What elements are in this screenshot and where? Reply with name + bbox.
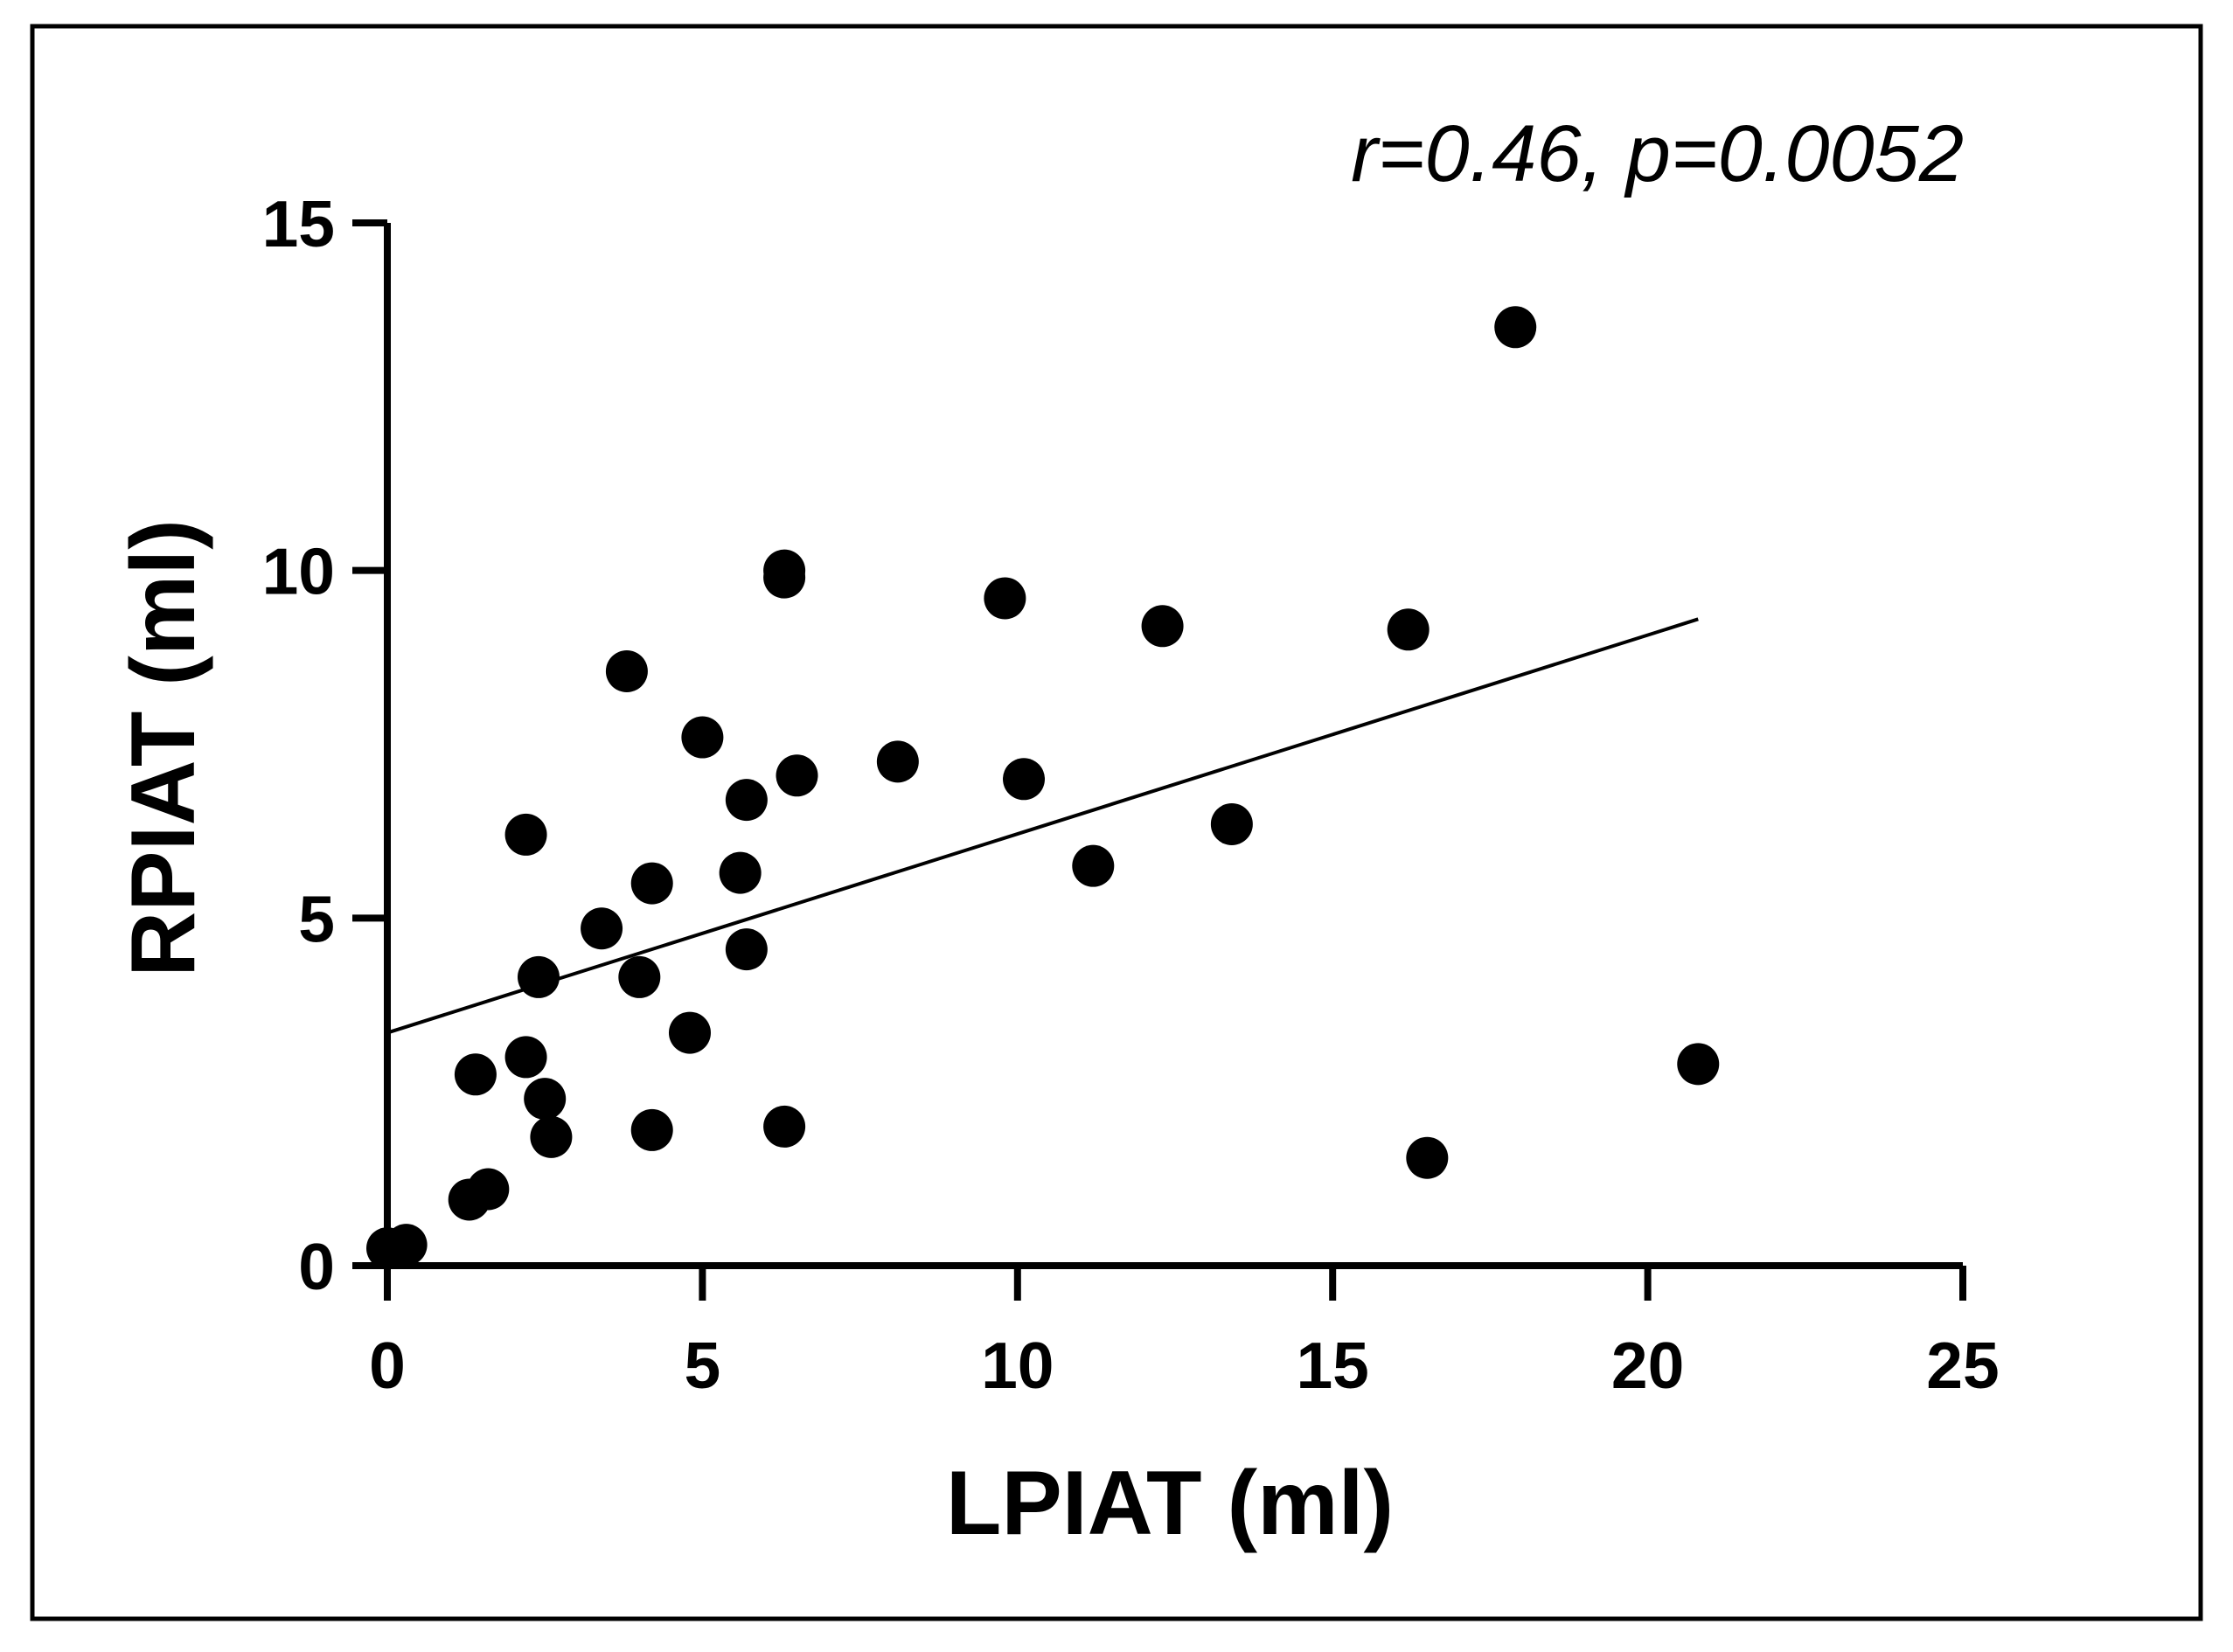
data-point (581, 907, 623, 950)
data-point (984, 577, 1026, 620)
data-point (454, 1053, 497, 1096)
x-axis-title: LPIAT (ml) (946, 1453, 1394, 1554)
data-point (517, 955, 560, 998)
y-tick-label: 5 (298, 882, 335, 955)
y-axis-title: RPIAT (ml) (113, 519, 214, 977)
regression-line-group (386, 617, 1699, 1035)
x-tick-label: 0 (369, 1329, 406, 1402)
y-tick-label: 15 (262, 187, 335, 260)
data-point (725, 928, 768, 971)
data-point (630, 1108, 673, 1151)
data-points (366, 306, 1720, 1270)
x-tick-label: 25 (1926, 1329, 1999, 1402)
data-point (504, 813, 547, 856)
data-point (668, 1011, 711, 1054)
data-point (1677, 1043, 1720, 1086)
data-point (763, 1105, 806, 1148)
data-point (524, 1078, 567, 1121)
data-point (1494, 306, 1537, 349)
data-point (1406, 1136, 1449, 1179)
stats-annotation: r=0.46, p=0.0052 (1351, 109, 1964, 198)
y-tick-label: 10 (262, 535, 335, 608)
x-tick-label: 5 (685, 1329, 721, 1402)
data-point (605, 649, 648, 692)
regression-line (386, 617, 1699, 1035)
data-point (467, 1168, 510, 1211)
data-point (1072, 844, 1115, 887)
axes: 0 5 10 15 20 25 0 5 10 15 (262, 187, 2000, 1402)
x-tick-label: 20 (1611, 1329, 1684, 1402)
data-point (876, 740, 919, 783)
data-point (385, 1224, 428, 1267)
data-point (725, 779, 768, 822)
data-point (1210, 802, 1253, 845)
data-point (719, 851, 762, 894)
data-point (530, 1115, 573, 1158)
data-point (618, 955, 661, 998)
x-tick-label: 15 (1296, 1329, 1368, 1402)
data-point (504, 1036, 547, 1079)
data-point (630, 862, 673, 905)
data-point (763, 556, 806, 599)
data-point (681, 716, 724, 759)
x-tick-label: 10 (981, 1329, 1054, 1402)
data-point (1003, 758, 1046, 801)
y-tick-label: 0 (298, 1230, 335, 1303)
figure-frame (30, 24, 2203, 1621)
data-point (776, 754, 818, 797)
data-point (1141, 605, 1184, 648)
data-point (1387, 608, 1430, 651)
